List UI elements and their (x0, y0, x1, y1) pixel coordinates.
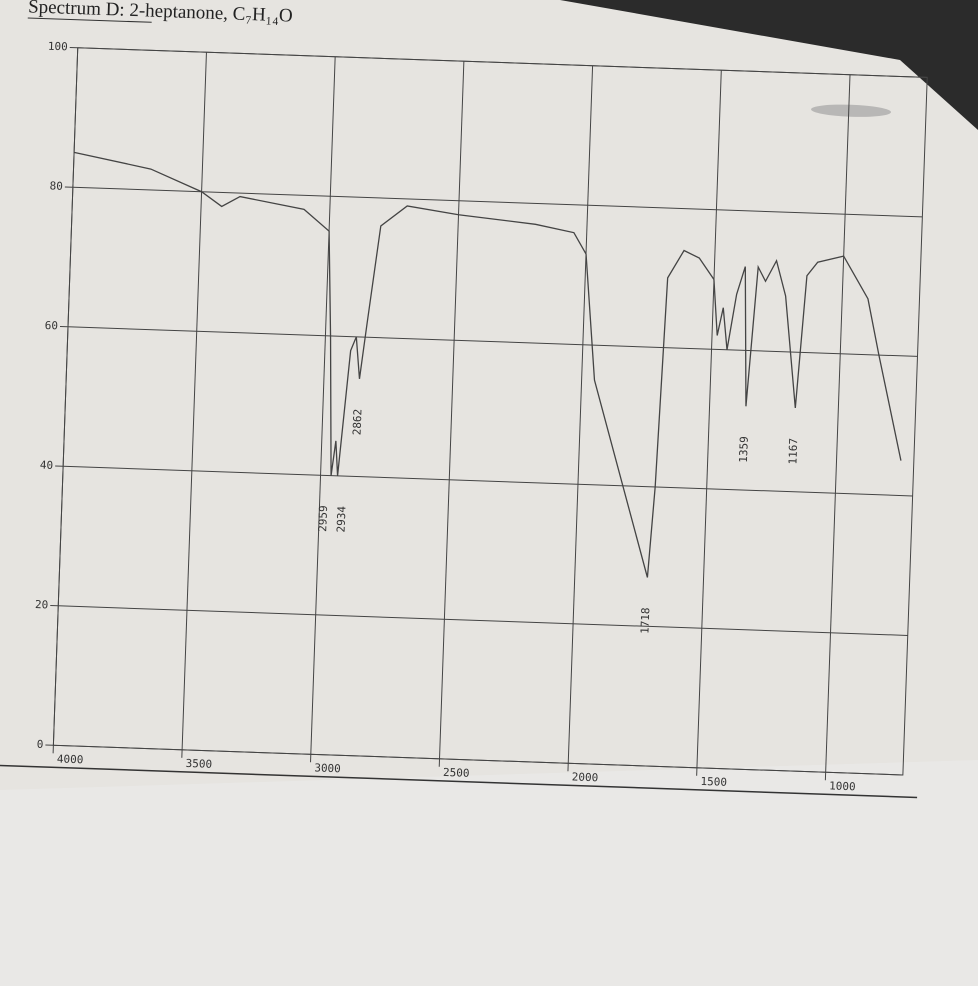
peak-label: 1167 (786, 438, 800, 465)
y-tick-label: 40 (40, 458, 54, 471)
x-tick-label: 4000 (57, 752, 84, 766)
x-tick-label: 2000 (572, 770, 599, 784)
peak-label: 2959 (316, 505, 330, 532)
y-tick-label: 20 (35, 598, 49, 611)
paper-lower (0, 760, 978, 986)
x-tick-label: 2500 (443, 766, 470, 780)
peak-label: 1718 (638, 607, 652, 634)
x-tick-label: 3500 (185, 757, 212, 771)
grid-line (439, 61, 465, 759)
grid-line (63, 465, 913, 497)
y-tick-label: 0 (37, 738, 44, 751)
logo (811, 104, 891, 117)
baseline-rule (0, 764, 918, 799)
y-tick-label: 60 (45, 319, 59, 332)
grid-line (53, 744, 903, 776)
x-tick-label: 1500 (700, 775, 727, 789)
grid-line (567, 65, 594, 764)
spectrum-line (73, 151, 902, 578)
grid-line (72, 186, 923, 218)
grid-line (696, 70, 722, 768)
title-underline (27, 17, 152, 23)
y-tick-label: 80 (49, 179, 63, 192)
peak-label: 2934 (335, 505, 349, 532)
grid-line (310, 56, 336, 755)
grid-line (825, 74, 851, 773)
y-tick-label: 100 (48, 40, 68, 54)
x-tick-label: 3000 (314, 761, 341, 775)
peak-label: 1359 (737, 436, 751, 463)
peak-label: 2862 (351, 409, 365, 436)
grid-line (181, 52, 207, 750)
grid-line (67, 326, 918, 357)
grid-line (52, 47, 79, 746)
grid-line (77, 47, 928, 78)
x-tick-label: 1000 (829, 779, 856, 793)
grid-line (58, 605, 908, 636)
